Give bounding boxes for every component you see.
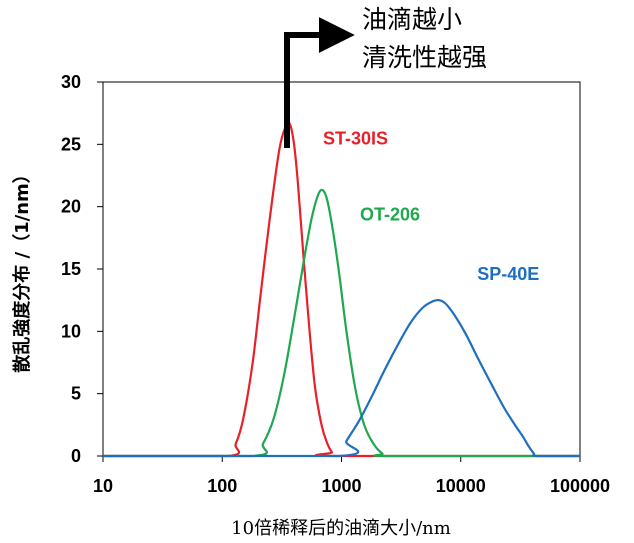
x-tick-label: 100000 xyxy=(550,476,610,496)
x-tick-label: 10 xyxy=(93,476,113,496)
x-axis-ticks: 10 100 1000 10000 100000 xyxy=(93,456,610,496)
series-label: ST-30IS xyxy=(323,128,388,148)
series-label: SP-40E xyxy=(477,264,539,284)
series-line-ot-206 xyxy=(103,188,580,458)
y-tick-label: 10 xyxy=(61,321,81,341)
y-tick-label: 5 xyxy=(71,384,81,404)
y-tick-label: 25 xyxy=(61,134,81,154)
y-axis-ticks: 0 5 10 15 20 25 30 xyxy=(61,72,103,466)
x-tick-label: 10000 xyxy=(436,476,486,496)
annotation-line-2: 清洗性越强 xyxy=(362,43,487,72)
x-tick-label: 1000 xyxy=(321,476,361,496)
y-tick-label: 15 xyxy=(61,259,81,279)
annotation-arrow xyxy=(284,17,355,148)
x-tick-label: 100 xyxy=(207,476,237,496)
series-line-sp-40e xyxy=(103,298,580,458)
x-axis-label: 10倍稀释后的油滴大小/nm xyxy=(231,518,451,539)
y-tick-label: 0 xyxy=(71,446,81,466)
annotation-line-1: 油滴越小 xyxy=(362,5,462,34)
series-label: OT-206 xyxy=(360,204,420,224)
y-tick-label: 30 xyxy=(61,72,81,92)
y-tick-label: 20 xyxy=(61,197,81,217)
series-group xyxy=(103,121,580,458)
series-line-st-30is xyxy=(103,121,580,458)
y-axis-label: 散乱強度分布 /（1/nm） xyxy=(11,165,33,373)
series-labels: ST-30IS OT-206 SP-40E xyxy=(323,128,539,284)
